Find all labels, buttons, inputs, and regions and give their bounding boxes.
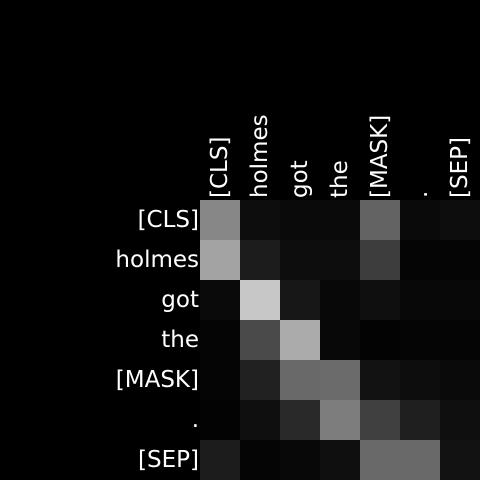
- heatmap-cell-r6-c3: [320, 440, 360, 480]
- heatmap-cell-r6-c1: [240, 440, 280, 480]
- heatmap-cell-r4-c5: [400, 360, 440, 400]
- heatmap-cell-r2-c6: [440, 280, 480, 320]
- x-tick-label: holmes: [247, 114, 273, 198]
- heatmap-cell-r3-c4: [360, 320, 400, 360]
- heatmap-cell-r1-c4: [360, 240, 400, 280]
- x-tick-label: the: [327, 160, 353, 198]
- heatmap-cell-r5-c5: [400, 400, 440, 440]
- heatmap-cell-r3-c2: [280, 320, 320, 360]
- y-tick-label: [MASK]: [116, 367, 199, 393]
- heatmap-cell-r6-c5: [400, 440, 440, 480]
- heatmap-cell-r6-c0: [200, 440, 240, 480]
- heatmap-cell-r4-c2: [280, 360, 320, 400]
- heatmap-cell-r0-c6: [440, 200, 480, 240]
- x-tick-labels: [CLS] holmes got the [MASK]. [SEP]: [207, 114, 473, 198]
- x-tick-label: got: [287, 160, 313, 198]
- x-tick-label: [MASK]: [367, 115, 393, 198]
- heatmap-cell-r2-c2: [280, 280, 320, 320]
- heatmap-cell-r6-c4: [360, 440, 400, 480]
- heatmap-cell-r5-c2: [280, 400, 320, 440]
- heatmap-cell-r2-c3: [320, 280, 360, 320]
- heatmap-cell-r2-c0: [200, 280, 240, 320]
- heatmap-cell-r3-c5: [400, 320, 440, 360]
- heatmap-cell-r6-c2: [280, 440, 320, 480]
- heatmap-cell-r4-c6: [440, 360, 480, 400]
- y-tick-label: got: [161, 287, 199, 313]
- heatmap-cell-r3-c3: [320, 320, 360, 360]
- heatmap-cell-r4-c4: [360, 360, 400, 400]
- heatmap-cell-r2-c5: [400, 280, 440, 320]
- heatmap-cell-r0-c0: [200, 200, 240, 240]
- x-tick-label: [CLS]: [207, 137, 233, 198]
- heatmap-cell-r5-c6: [440, 400, 480, 440]
- y-tick-label: .: [192, 407, 199, 433]
- heatmap-cell-r0-c1: [240, 200, 280, 240]
- y-tick-labels: [CLS] holmes got the [MASK]. [SEP]: [115, 207, 199, 473]
- heatmap-cell-r5-c1: [240, 400, 280, 440]
- heatmap-cell-r5-c3: [320, 400, 360, 440]
- heatmap-cell-r1-c5: [400, 240, 440, 280]
- heatmap-cell-r5-c0: [200, 400, 240, 440]
- heatmap-cell-r2-c1: [240, 280, 280, 320]
- heatmap-cell-r2-c4: [360, 280, 400, 320]
- heatmap-cell-r0-c5: [400, 200, 440, 240]
- heatmap-cell-r3-c0: [200, 320, 240, 360]
- heatmap-cell-r4-c1: [240, 360, 280, 400]
- x-tick-label: .: [407, 191, 433, 198]
- y-tick-label: [SEP]: [138, 447, 199, 473]
- heatmap-cell-r4-c0: [200, 360, 240, 400]
- heatmap-cell-r1-c0: [200, 240, 240, 280]
- heatmap-cell-r0-c3: [320, 200, 360, 240]
- y-tick-label: holmes: [115, 247, 199, 273]
- heatmap-cell-r3-c1: [240, 320, 280, 360]
- heatmap-cell-r1-c3: [320, 240, 360, 280]
- heatmap-cell-r1-c2: [280, 240, 320, 280]
- heatmap-cell-r1-c6: [440, 240, 480, 280]
- heatmap-cells: [200, 200, 480, 480]
- heatmap-cell-r6-c6: [440, 440, 480, 480]
- x-tick-label: [SEP]: [447, 137, 473, 198]
- heatmap-cell-r3-c6: [440, 320, 480, 360]
- heatmap-cell-r4-c3: [320, 360, 360, 400]
- heatmap-cell-r0-c4: [360, 200, 400, 240]
- heatmap-cell-r5-c4: [360, 400, 400, 440]
- heatmap-cell-r1-c1: [240, 240, 280, 280]
- y-tick-label: the: [161, 327, 199, 353]
- y-tick-label: [CLS]: [138, 207, 199, 233]
- heatmap-cell-r0-c2: [280, 200, 320, 240]
